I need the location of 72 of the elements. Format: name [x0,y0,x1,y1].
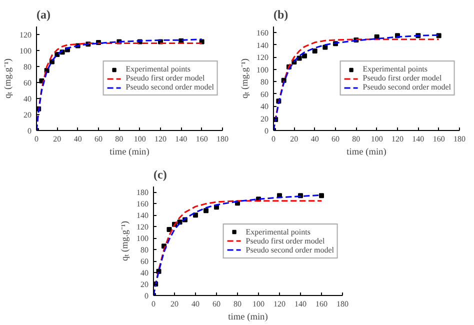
legend-label: Pseudo second order model [246,245,334,254]
legend-label: Experimental points [246,227,310,236]
x-tick-label: 120 [154,134,166,144]
x-tick-label: 140 [412,134,424,144]
y-tick-label: 160 [136,200,148,209]
y-tick-label: 0 [144,292,148,300]
y-axis-title: qₜ (mg.g⁻¹) [240,58,250,98]
x-axis-title: time (min) [228,312,268,322]
x-tick-label: 0 [34,134,38,144]
legend-label: Pseudo first order model [362,74,442,82]
legend-label: Pseudo second order model [362,82,451,92]
y-tick-label: 120 [136,222,148,232]
chart-title: (c) [154,168,167,182]
y-tick-label: 60 [24,78,32,88]
x-tick-label: 140 [294,300,306,308]
x-tick-label: 0 [152,300,156,308]
y-tick-label: 180 [136,188,148,198]
y-tick-label: 40 [260,102,268,112]
x-tick-label: 20 [53,134,62,144]
legend-label: Experimental points [126,64,190,74]
legend-label: Experimental points [362,64,428,74]
x-tick-label: 180 [216,134,228,144]
chart-title: (b) [274,8,288,22]
y-tick-label: 120 [20,30,32,40]
y-tick-label: 140 [136,211,148,220]
y-tick-label: 40 [24,94,32,104]
x-axis-title: time (min) [346,148,386,158]
y-tick-label: 60 [260,90,268,99]
x-tick-label: 20 [170,300,178,308]
y-tick-label: 60 [140,257,148,266]
x-tick-label: 40 [74,134,82,144]
y-tick-label: 100 [136,234,148,244]
y-tick-label: 140 [256,40,268,50]
y-tick-label: 80 [24,62,32,72]
y-tick-label: 0 [264,126,268,136]
y-axis-title: qₜ (mg.g⁻¹) [4,58,14,98]
x-tick-label: 120 [274,300,286,308]
x-tick-label: 60 [212,300,220,308]
x-tick-label: 140 [175,134,188,144]
y-tick-label: 120 [256,53,268,62]
x-tick-label: 40 [192,300,200,308]
x-tick-label: 80 [352,134,360,144]
x-tick-label: 160 [316,300,328,308]
y-tick-label: 80 [140,246,148,255]
y-tick-label: 40 [140,268,148,278]
y-axis-title: qₜ (mg.g⁻¹) [120,221,130,261]
y-tick-label: 100 [256,65,268,74]
y-tick-label: 160 [256,28,268,38]
x-tick-label: 160 [432,134,445,144]
x-tick-label: 40 [310,134,319,144]
x-tick-label: 120 [392,134,404,144]
x-tick-label: 160 [196,134,208,144]
y-tick-label: 20 [140,280,148,290]
x-tick-label: 180 [454,134,466,144]
x-tick-label: 60 [332,134,340,144]
x-tick-label: 80 [234,300,242,308]
x-tick-label: 80 [115,134,124,144]
y-tick-label: 100 [20,46,32,56]
chart-title: (a) [36,8,50,22]
y-tick-label: 0 [28,126,32,136]
y-tick-label: 80 [260,78,268,87]
y-tick-label: 20 [24,110,32,120]
x-tick-label: 0 [272,134,276,144]
x-tick-label: 180 [336,300,348,308]
x-tick-label: 60 [94,134,102,144]
legend-label: Pseudo first order model [126,74,205,82]
legend-label: Pseudo second order model [126,82,214,92]
legend-label: Pseudo first order model [246,236,325,245]
y-tick-label: 20 [260,114,268,124]
x-tick-label: 20 [290,134,298,144]
x-tick-label: 100 [370,134,383,144]
x-axis-title: time (min) [110,148,150,158]
